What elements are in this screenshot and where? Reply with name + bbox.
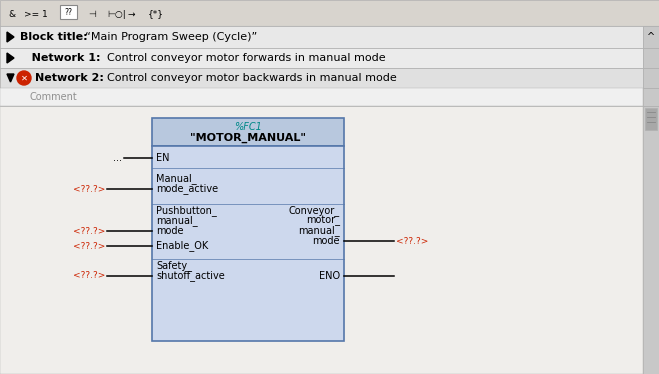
Text: motor_: motor_ bbox=[306, 216, 340, 226]
Text: Network 1:: Network 1: bbox=[20, 53, 101, 63]
Bar bbox=[152, 146, 344, 341]
Bar bbox=[0, 68, 643, 88]
Bar bbox=[643, 88, 659, 106]
Text: <??.?>: <??.?> bbox=[72, 227, 105, 236]
Text: ✕: ✕ bbox=[20, 74, 28, 83]
Bar bbox=[0, 48, 643, 68]
Bar bbox=[643, 68, 659, 88]
Text: ...: ... bbox=[113, 153, 122, 163]
Text: Manual_: Manual_ bbox=[156, 174, 196, 184]
Text: →: → bbox=[128, 9, 136, 18]
Text: Control conveyor motor backwards in manual mode: Control conveyor motor backwards in manu… bbox=[100, 73, 397, 83]
Text: ^: ^ bbox=[647, 32, 655, 42]
Text: <??.?>: <??.?> bbox=[72, 272, 105, 280]
Bar bbox=[0, 106, 643, 374]
Circle shape bbox=[17, 71, 31, 85]
Text: mode: mode bbox=[156, 226, 183, 236]
Bar bbox=[643, 106, 659, 374]
Text: ENO: ENO bbox=[319, 271, 340, 281]
Text: ⊣: ⊣ bbox=[88, 9, 96, 18]
Text: “Main Program Sweep (Cycle)”: “Main Program Sweep (Cycle)” bbox=[78, 32, 257, 42]
Text: %FC1: %FC1 bbox=[234, 122, 262, 132]
Text: EN: EN bbox=[156, 153, 169, 163]
Text: Pushbutton_: Pushbutton_ bbox=[156, 206, 217, 217]
Text: <??.?>: <??.?> bbox=[396, 236, 428, 245]
Text: shutoff_active: shutoff_active bbox=[156, 270, 225, 282]
Text: Comment: Comment bbox=[30, 92, 78, 102]
Text: ⊢○|: ⊢○| bbox=[107, 9, 126, 18]
Text: Control conveyor motor forwards in manual mode: Control conveyor motor forwards in manua… bbox=[100, 53, 386, 63]
Text: >= 1: >= 1 bbox=[24, 9, 47, 18]
Text: Network 2:: Network 2: bbox=[35, 73, 104, 83]
Text: ??: ?? bbox=[64, 7, 72, 16]
Text: "MOTOR_MANUAL": "MOTOR_MANUAL" bbox=[190, 133, 306, 143]
Text: &: & bbox=[8, 9, 15, 18]
Text: {*}: {*} bbox=[148, 9, 164, 18]
Polygon shape bbox=[7, 32, 14, 42]
Polygon shape bbox=[7, 74, 14, 82]
Text: <??.?>: <??.?> bbox=[72, 184, 105, 193]
Bar bbox=[60, 5, 77, 19]
Text: mode_active: mode_active bbox=[156, 184, 218, 194]
Bar bbox=[152, 118, 344, 146]
Text: <??.?>: <??.?> bbox=[72, 242, 105, 251]
Bar bbox=[645, 108, 657, 130]
Text: mode: mode bbox=[312, 236, 340, 246]
Polygon shape bbox=[7, 53, 14, 63]
Text: Block title:: Block title: bbox=[20, 32, 88, 42]
Text: manual_: manual_ bbox=[156, 215, 198, 226]
Text: Enable_OK: Enable_OK bbox=[156, 240, 208, 251]
Text: Safety_: Safety_ bbox=[156, 261, 192, 272]
Bar bbox=[0, 88, 643, 106]
Text: manual_: manual_ bbox=[299, 226, 340, 236]
Text: Conveyor_: Conveyor_ bbox=[289, 206, 340, 217]
Bar bbox=[0, 26, 643, 48]
Bar bbox=[643, 48, 659, 68]
Bar bbox=[0, 0, 659, 26]
Bar bbox=[643, 26, 659, 48]
